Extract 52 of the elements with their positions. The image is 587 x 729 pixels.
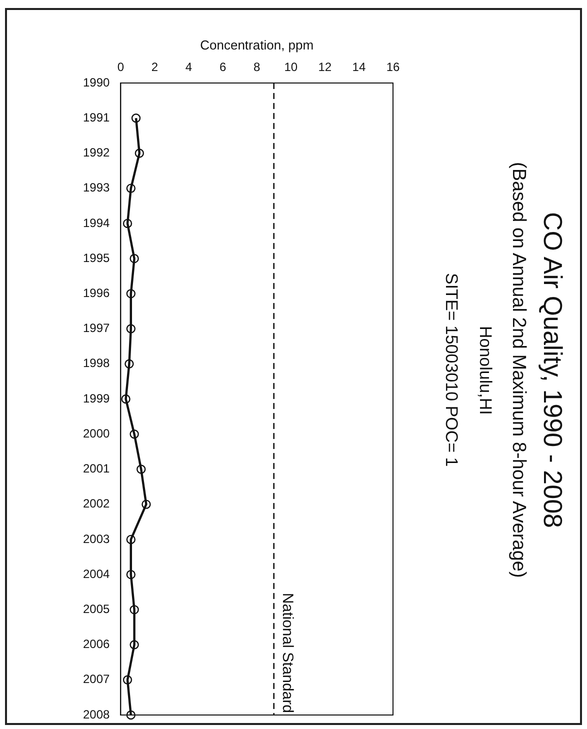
point [126, 534, 136, 544]
point [126, 289, 136, 298]
y-tick-label: 1998 [82, 356, 110, 370]
text: (Based on Annual 2nd Maximum 8-hour Average) [507, 161, 530, 580]
point [126, 324, 136, 334]
y-tick-label: 2006 [82, 637, 110, 652]
y-tick-label: 1994 [82, 216, 110, 230]
point [130, 640, 139, 650]
y-tick-label: 2005 [82, 602, 110, 616]
x-tick-label: 10 [284, 60, 298, 74]
point [130, 605, 139, 614]
x-tick-label: 0 [117, 60, 124, 74]
y-tick-label: 2000 [82, 426, 110, 440]
x-tick-label: 2 [151, 60, 158, 74]
x-tick-label: 6 [219, 60, 226, 74]
x-tick-label: 16 [386, 60, 400, 74]
point [134, 148, 144, 158]
point [126, 710, 136, 720]
x-axis-title: Concentration, ppm [200, 37, 314, 52]
text: Honolulu,HI [475, 324, 496, 416]
point [130, 430, 139, 439]
y-tick-label: 1992 [82, 146, 110, 160]
y-tick-label: 2002 [82, 496, 110, 511]
point [136, 464, 146, 474]
y-tick-label: 2007 [82, 672, 110, 686]
y-tick-label: 1993 [82, 180, 110, 195]
y-tick-label: 1991 [82, 110, 110, 124]
point [131, 114, 141, 123]
y-tick-label: 2008 [82, 707, 110, 722]
point [122, 675, 132, 684]
point [124, 359, 134, 368]
ref-line-label: National Standard [279, 592, 296, 713]
x-tick-label: 8 [254, 60, 261, 74]
point [130, 254, 139, 264]
y-tick-label: 1995 [82, 250, 110, 265]
y-tick-label: 1990 [82, 75, 110, 90]
point [122, 218, 132, 228]
text: SITE= 15003010 POC= 1 [441, 272, 462, 469]
y-tick-label: 2003 [82, 532, 110, 546]
point [121, 394, 130, 404]
y-tick-label: 2004 [82, 566, 110, 581]
point [126, 570, 136, 580]
x-tick-label: 4 [185, 60, 192, 74]
y-tick-label: 1997 [82, 321, 110, 336]
y-tick-label: 1999 [82, 391, 110, 406]
point [142, 500, 151, 509]
text: CO Air Quality, 1990 - 2008 [537, 210, 569, 530]
point [126, 184, 136, 193]
x-tick-label: 14 [352, 60, 366, 74]
x-tick-label: 12 [318, 60, 332, 74]
y-tick-label: 2001 [82, 462, 110, 476]
y-tick-label: 1996 [82, 286, 110, 300]
